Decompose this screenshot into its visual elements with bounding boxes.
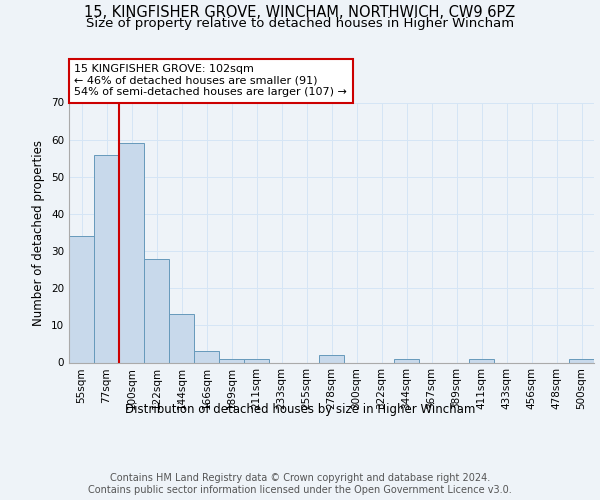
Bar (244, 359, 269, 362)
Bar (469, 359, 494, 362)
Text: 15 KINGFISHER GROVE: 102sqm
← 46% of detached houses are smaller (91)
54% of sem: 15 KINGFISHER GROVE: 102sqm ← 46% of det… (74, 64, 347, 98)
Bar (94, 154, 119, 362)
Bar (169, 314, 194, 362)
Bar (119, 144, 144, 362)
Text: Distribution of detached houses by size in Higher Wincham: Distribution of detached houses by size … (125, 402, 475, 415)
Bar (69, 236, 94, 362)
Text: Size of property relative to detached houses in Higher Wincham: Size of property relative to detached ho… (86, 18, 514, 30)
Text: Contains HM Land Registry data © Crown copyright and database right 2024.
Contai: Contains HM Land Registry data © Crown c… (88, 474, 512, 495)
Y-axis label: Number of detached properties: Number of detached properties (32, 140, 46, 326)
Bar (319, 355, 344, 362)
Bar (144, 258, 169, 362)
Bar (394, 359, 419, 362)
Bar (569, 359, 594, 362)
Text: 15, KINGFISHER GROVE, WINCHAM, NORTHWICH, CW9 6PZ: 15, KINGFISHER GROVE, WINCHAM, NORTHWICH… (85, 5, 515, 20)
Bar (219, 359, 244, 362)
Bar (194, 352, 219, 362)
